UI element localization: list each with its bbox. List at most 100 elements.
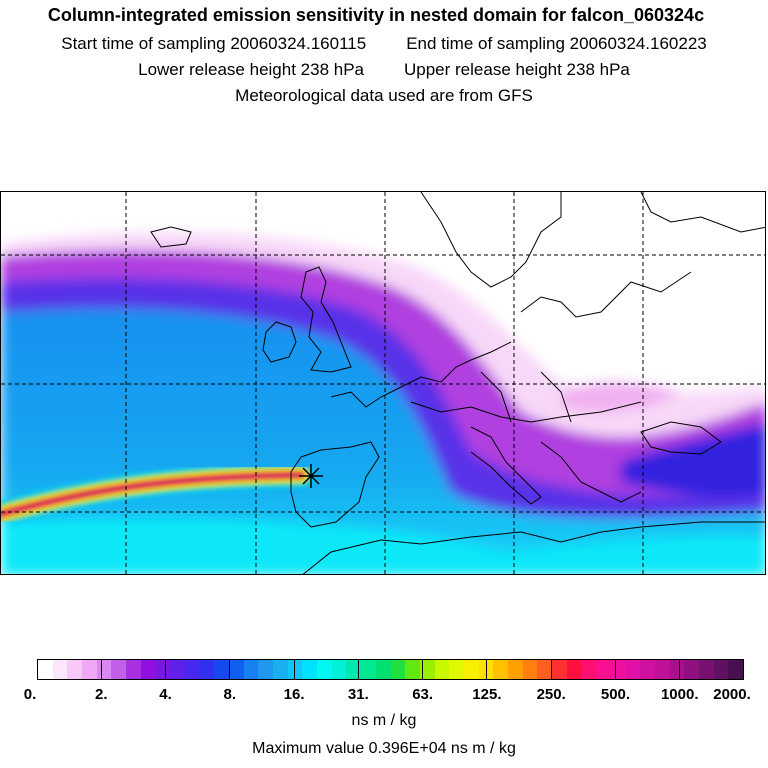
color-scale-segment — [67, 660, 83, 679]
color-scale-segment — [390, 660, 406, 679]
color-scale-segment — [625, 660, 641, 679]
color-scale-segment — [728, 660, 743, 679]
sensitivity-field — [1, 232, 765, 574]
field-band-cyan — [1, 518, 765, 574]
map-panel — [0, 191, 766, 575]
color-scale-segment — [508, 660, 523, 679]
met-data-source: Meteorological data used are from GFS — [235, 86, 533, 105]
color-scale-tick — [550, 659, 552, 680]
color-scale-segment — [522, 660, 538, 679]
coast-baltic — [520, 271, 692, 318]
color-scale-tick — [165, 659, 167, 680]
color-scale-segment — [82, 660, 97, 679]
color-scale-segment — [361, 660, 376, 679]
color-scale-segment — [199, 660, 215, 679]
color-scale-label: 4. — [159, 686, 172, 703]
color-scale-segment — [140, 660, 156, 679]
end-time: End time of sampling 20060324.160223 — [406, 34, 707, 53]
color-scale-segment — [713, 660, 729, 679]
color-scale-segment — [478, 660, 494, 679]
color-scale-segment — [317, 660, 332, 679]
color-scale-tick — [357, 659, 359, 680]
color-scale-segment — [126, 660, 141, 679]
coast-black-sea — [640, 421, 722, 455]
color-scale-label: 8. — [223, 686, 237, 703]
release-heights: Lower release height 238 hPa Upper releas… — [0, 59, 768, 81]
color-scale-label: 1000. — [660, 686, 699, 703]
color-scale-segment — [375, 660, 391, 679]
color-scale-segment — [405, 660, 420, 679]
sampling-times: Start time of sampling 20060324.160115 En… — [0, 33, 768, 55]
coast-borders-central — [410, 371, 642, 423]
color-scale-tick — [229, 659, 231, 680]
coast-scandinavia — [420, 192, 562, 288]
color-scale-segment — [228, 660, 244, 679]
map-title: Column-integrated emission sensitivity i… — [47, 5, 705, 25]
color-scale-segment — [596, 660, 611, 679]
color-scale-segment — [287, 660, 303, 679]
color-scale-segment — [434, 660, 450, 679]
color-scale-tick — [293, 659, 295, 680]
start-time: Start time of sampling 20060324.160115 — [61, 34, 367, 53]
coast-balkans — [540, 441, 642, 503]
coast-iceland — [150, 226, 192, 248]
coast-italy — [470, 426, 542, 505]
color-scale-tick — [486, 659, 488, 680]
color-scale-segment — [449, 660, 464, 679]
coastlines — [150, 192, 765, 574]
color-scale-label: 500. — [600, 686, 631, 703]
color-scale-segment — [258, 660, 273, 679]
coast-africa — [302, 521, 765, 574]
color-scale-segment — [581, 660, 597, 679]
color-scale-segment — [52, 660, 68, 679]
color-scale-segment — [331, 660, 347, 679]
color-scale-segment — [537, 660, 553, 679]
color-scale-segment — [463, 660, 479, 679]
color-scale-segment — [184, 660, 200, 679]
color-scale-segment — [214, 660, 229, 679]
color-scale-segment — [302, 660, 318, 679]
color-scale-label: 125. — [472, 686, 502, 703]
upper-release-height: Upper release height 238 hPa — [404, 60, 630, 79]
color-scale-segment — [38, 660, 53, 679]
color-scale-label: 250. — [536, 686, 566, 703]
units-label: ns m / kg — [351, 712, 417, 729]
color-scale-segment — [346, 660, 362, 679]
color-scale-segment — [170, 660, 185, 679]
color-scale-segment — [654, 660, 670, 679]
coast-europe-west — [330, 341, 512, 408]
max-value-label: Maximum value 0.396E+04 ns m / kg — [252, 740, 516, 757]
star-icon — [299, 464, 323, 488]
color-scale-tick — [614, 659, 616, 680]
lower-release-height: Lower release height 238 hPa — [138, 60, 364, 79]
color-scale-segment — [610, 660, 626, 679]
field-pink-patch — [561, 382, 681, 412]
color-scale-segment — [273, 660, 288, 679]
color-scale-label: 63. — [412, 686, 434, 703]
color-scale-segment — [566, 660, 582, 679]
graticule — [1, 192, 765, 574]
coast-britain — [300, 266, 352, 373]
color-scale-segment — [493, 660, 508, 679]
color-scale-tick — [100, 659, 102, 680]
color-scale-label: 2000. — [713, 686, 751, 703]
color-scale-segment — [419, 660, 435, 679]
color-scale-segment — [243, 660, 259, 679]
color-scale-tick — [422, 659, 424, 680]
field-dark-blue-east — [621, 422, 765, 497]
color-scale-segment — [155, 660, 171, 679]
coast-ireland — [262, 321, 297, 363]
color-scale-label: 2. — [95, 686, 108, 703]
color-scale-segment — [698, 660, 714, 679]
color-scale-segment — [111, 660, 127, 679]
color-scale-segment — [669, 660, 685, 679]
color-scale-segment — [640, 660, 655, 679]
coast-svalbard-area — [640, 192, 765, 233]
color-scale-segment — [684, 660, 699, 679]
color-scale-tick — [679, 659, 681, 680]
color-scale-label: 0. — [23, 686, 37, 703]
color-scale-label: 31. — [347, 686, 369, 703]
plume-streak — [1, 462, 314, 527]
color-scale-segment — [552, 660, 567, 679]
field-band-blue — [1, 308, 765, 574]
